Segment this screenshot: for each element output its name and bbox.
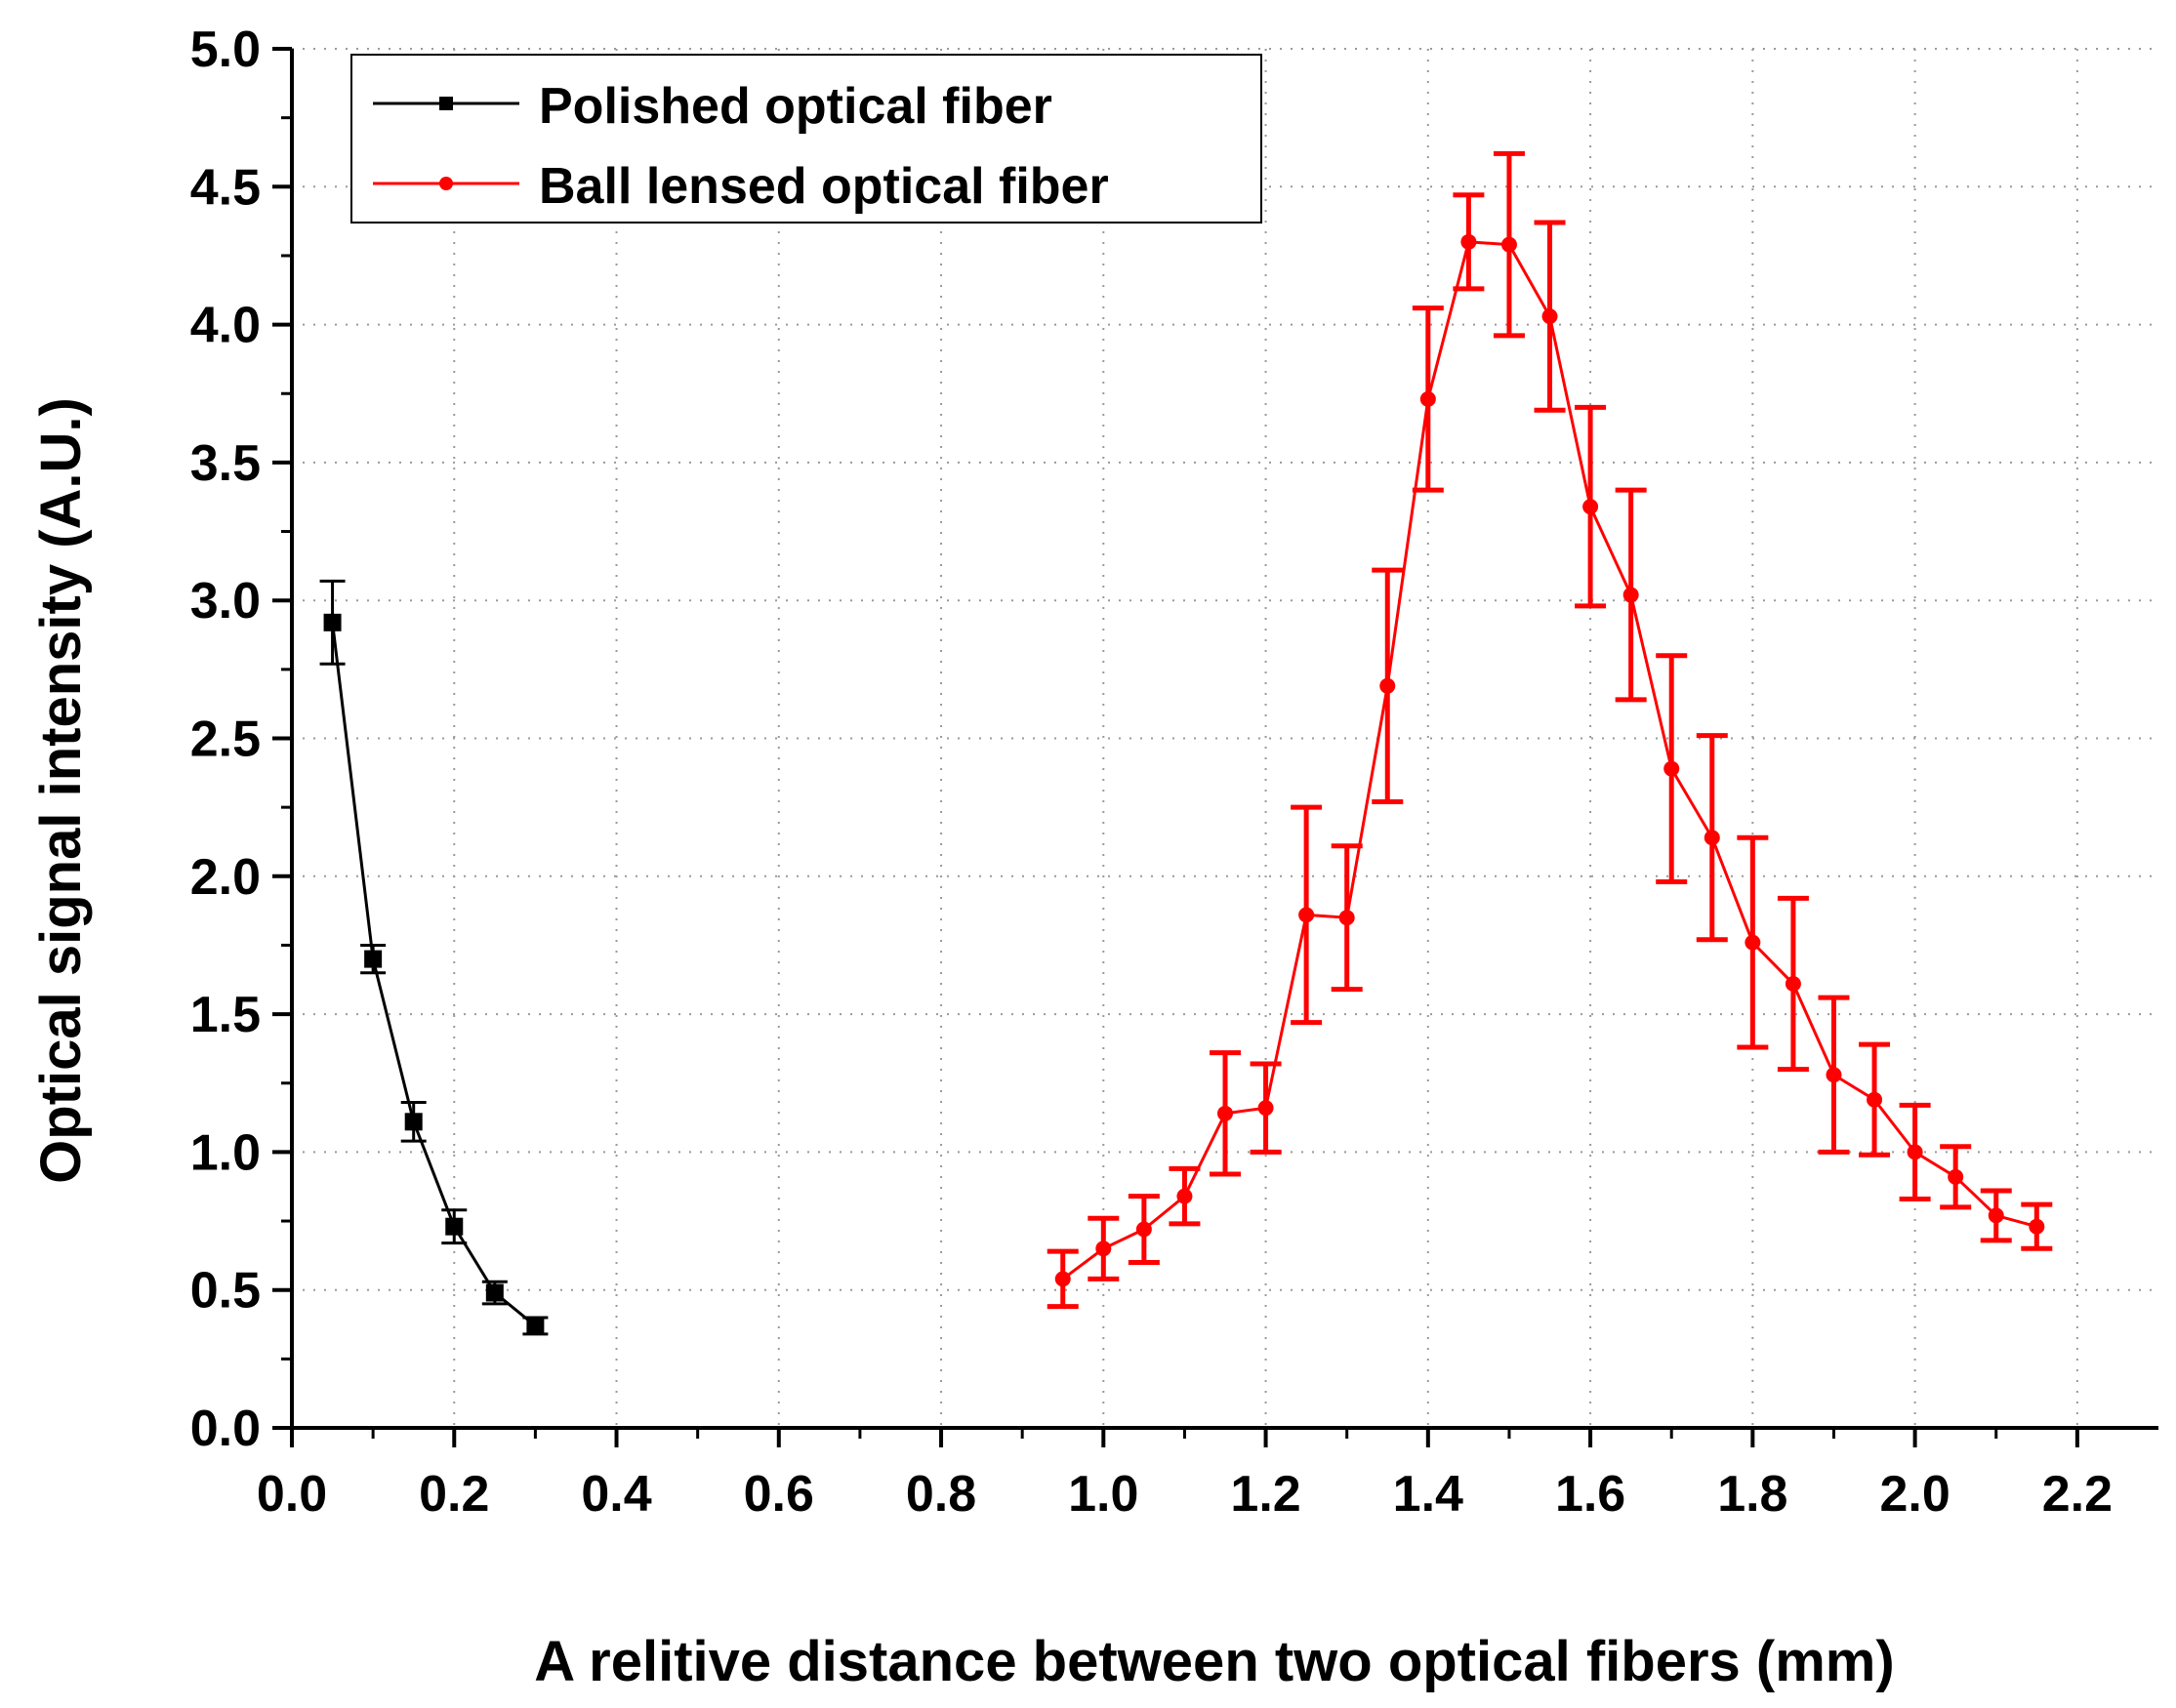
- legend-label-polished: Polished optical fiber: [539, 78, 1052, 135]
- data-point-polished-2: [404, 1113, 423, 1131]
- legend: Polished optical fiber Ball lensed optic…: [350, 54, 1262, 224]
- y-tick-label-0: 0.0: [190, 1401, 261, 1457]
- y-tick-label-8: 4.0: [190, 298, 261, 354]
- legend-box: [350, 54, 1262, 224]
- y-tick-label-7: 3.5: [190, 435, 261, 492]
- x-tick-label-8: 1.6: [1555, 1466, 1625, 1523]
- legend-marker-polished: [439, 97, 453, 110]
- legend-label-ball-lensed: Ball lensed optical fiber: [539, 158, 1109, 215]
- data-point-ball-lensed-13: [1582, 499, 1599, 515]
- data-point-ball-lensed-0: [1054, 1271, 1071, 1287]
- data-point-ball-lensed-23: [1988, 1207, 2004, 1224]
- data-point-ball-lensed-15: [1663, 760, 1680, 777]
- y-tick-label-2: 1.0: [190, 1124, 261, 1181]
- data-point-polished-1: [364, 950, 383, 968]
- axes: 0.0 0.5 1.0 1.5 2.0 2.5 3.0 3.5 4.0 4.5 5.0 0.0 0.2 0…: [190, 21, 2158, 1523]
- data-point-ball-lensed-24: [2029, 1218, 2045, 1235]
- data-point-polished-4: [485, 1283, 504, 1302]
- data-point-ball-lensed-6: [1298, 907, 1315, 923]
- x-tick-label-9: 1.8: [1717, 1466, 1787, 1523]
- y-tick-label-1: 0.5: [190, 1263, 261, 1320]
- data-point-ball-lensed-14: [1622, 587, 1639, 603]
- x-tick-label-5: 1.0: [1068, 1466, 1138, 1523]
- data-point-ball-lensed-19: [1826, 1067, 1842, 1083]
- data-point-ball-lensed-7: [1338, 910, 1355, 926]
- data-point-ball-lensed-20: [1867, 1091, 1883, 1108]
- data-point-ball-lensed-21: [1907, 1144, 1923, 1160]
- data-point-ball-lensed-10: [1460, 233, 1477, 250]
- series-polished: [319, 579, 549, 1336]
- x-tick-label-3: 0.6: [744, 1466, 814, 1523]
- data-point-polished-0: [323, 613, 342, 631]
- data-point-ball-lensed-5: [1257, 1100, 1274, 1117]
- data-point-ball-lensed-2: [1135, 1221, 1152, 1238]
- data-point-ball-lensed-22: [1948, 1168, 1964, 1185]
- x-tick-label-1: 0.2: [419, 1466, 489, 1523]
- y-axis-label: Optical signal intensity (A.U.): [29, 397, 93, 1184]
- data-point-ball-lensed-9: [1419, 390, 1436, 407]
- data-point-ball-lensed-4: [1217, 1105, 1233, 1121]
- series-ball-lensed: [1047, 150, 2053, 1310]
- y-tick-label-5: 2.5: [190, 712, 261, 768]
- legend-marker-ball-lensed: [439, 177, 453, 190]
- x-axis-label: A relitive distance between two optical …: [534, 1630, 1894, 1693]
- data-point-ball-lensed-3: [1176, 1188, 1193, 1204]
- x-tick-label-0: 0.0: [257, 1466, 327, 1523]
- x-tick-label-11: 2.2: [2042, 1466, 2113, 1523]
- y-tick-label-3: 1.5: [190, 987, 261, 1043]
- data-point-ball-lensed-11: [1500, 236, 1517, 253]
- y-tick-label-10: 5.0: [190, 21, 261, 78]
- data-point-ball-lensed-17: [1745, 934, 1761, 951]
- x-tick-label-2: 0.4: [581, 1466, 651, 1523]
- data-point-ball-lensed-1: [1095, 1240, 1112, 1257]
- data-point-ball-lensed-8: [1379, 677, 1396, 694]
- data-point-ball-lensed-12: [1541, 308, 1558, 325]
- data-point-polished-3: [445, 1217, 464, 1236]
- data-point-ball-lensed-18: [1785, 976, 1801, 993]
- data-point-polished-5: [526, 1317, 545, 1335]
- y-tick-label-6: 3.0: [190, 573, 261, 630]
- data-point-ball-lensed-16: [1704, 830, 1720, 846]
- x-tick-label-4: 0.8: [906, 1466, 976, 1523]
- x-tick-label-7: 1.4: [1393, 1466, 1463, 1523]
- x-tick-label-6: 1.2: [1230, 1466, 1300, 1523]
- series-layer: [319, 150, 2053, 1336]
- y-tick-label-4: 2.0: [190, 849, 261, 906]
- x-tick-label-10: 2.0: [1879, 1466, 1950, 1523]
- y-tick-label-9: 4.5: [190, 159, 261, 216]
